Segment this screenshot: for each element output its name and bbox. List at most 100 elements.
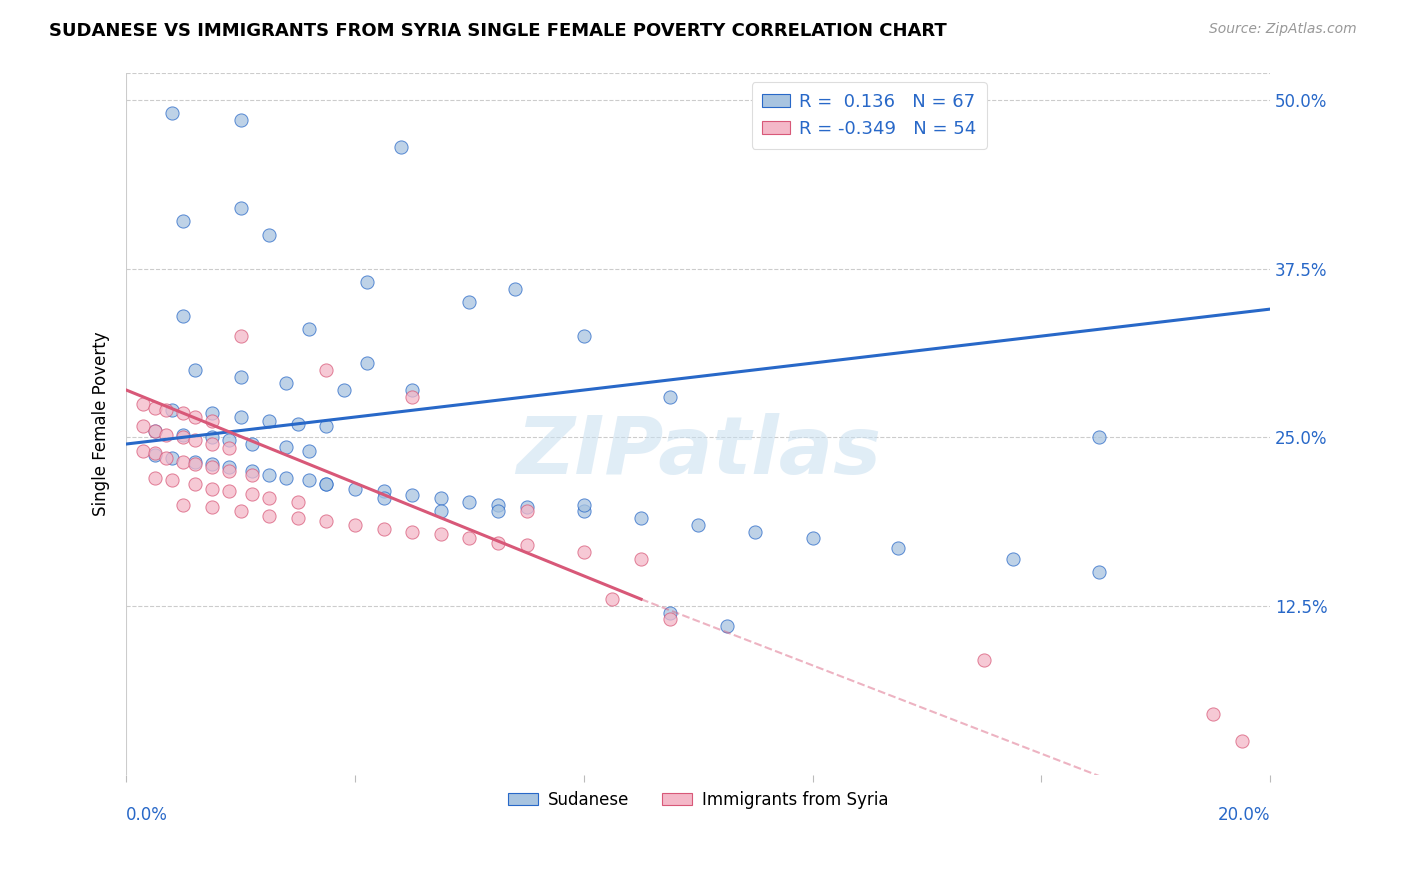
- Point: [218, 464, 240, 478]
- Point: [173, 430, 195, 444]
- Point: [184, 477, 207, 491]
- Text: 0.0%: 0.0%: [127, 806, 169, 824]
- Point: [132, 443, 155, 458]
- Point: [143, 448, 166, 462]
- Point: [201, 430, 224, 444]
- Point: [516, 504, 538, 518]
- Point: [315, 363, 337, 377]
- Point: [602, 592, 624, 607]
- Point: [315, 477, 337, 491]
- Point: [155, 450, 177, 465]
- Point: [229, 201, 252, 215]
- Point: [240, 437, 263, 451]
- Point: [572, 498, 595, 512]
- Point: [201, 414, 224, 428]
- Point: [276, 376, 298, 391]
- Point: [486, 498, 509, 512]
- Point: [1087, 430, 1109, 444]
- Point: [173, 406, 195, 420]
- Legend: Sudanese, Immigrants from Syria: Sudanese, Immigrants from Syria: [501, 784, 896, 815]
- Point: [143, 446, 166, 460]
- Point: [572, 504, 595, 518]
- Point: [160, 106, 183, 120]
- Point: [143, 424, 166, 438]
- Text: 20.0%: 20.0%: [1218, 806, 1270, 824]
- Point: [458, 532, 481, 546]
- Point: [229, 410, 252, 425]
- Point: [503, 282, 526, 296]
- Point: [688, 518, 710, 533]
- Point: [315, 514, 337, 528]
- Point: [332, 383, 354, 397]
- Point: [298, 474, 321, 488]
- Point: [143, 424, 166, 438]
- Point: [240, 468, 263, 483]
- Point: [229, 113, 252, 128]
- Point: [401, 390, 423, 404]
- Point: [630, 511, 652, 525]
- Point: [572, 329, 595, 343]
- Point: [184, 454, 207, 468]
- Point: [1202, 706, 1225, 721]
- Text: SUDANESE VS IMMIGRANTS FROM SYRIA SINGLE FEMALE POVERTY CORRELATION CHART: SUDANESE VS IMMIGRANTS FROM SYRIA SINGLE…: [49, 22, 948, 40]
- Point: [229, 369, 252, 384]
- Point: [516, 538, 538, 552]
- Point: [184, 363, 207, 377]
- Point: [287, 511, 309, 525]
- Point: [430, 527, 453, 541]
- Point: [173, 427, 195, 442]
- Point: [298, 443, 321, 458]
- Point: [344, 482, 367, 496]
- Point: [184, 433, 207, 447]
- Point: [458, 295, 481, 310]
- Point: [173, 214, 195, 228]
- Text: ZIPatlas: ZIPatlas: [516, 413, 880, 491]
- Point: [229, 329, 252, 343]
- Point: [184, 410, 207, 425]
- Point: [155, 427, 177, 442]
- Point: [218, 484, 240, 499]
- Point: [276, 471, 298, 485]
- Point: [716, 619, 738, 633]
- Point: [744, 524, 766, 539]
- Point: [973, 653, 995, 667]
- Point: [1001, 551, 1024, 566]
- Y-axis label: Single Female Poverty: Single Female Poverty: [93, 332, 110, 516]
- Point: [373, 484, 395, 499]
- Point: [430, 491, 453, 505]
- Point: [218, 433, 240, 447]
- Point: [486, 504, 509, 518]
- Point: [373, 491, 395, 505]
- Point: [389, 140, 412, 154]
- Point: [201, 482, 224, 496]
- Point: [218, 459, 240, 474]
- Point: [344, 518, 367, 533]
- Point: [143, 471, 166, 485]
- Point: [173, 454, 195, 468]
- Point: [658, 606, 681, 620]
- Point: [201, 500, 224, 515]
- Point: [658, 390, 681, 404]
- Point: [458, 495, 481, 509]
- Point: [201, 437, 224, 451]
- Point: [184, 457, 207, 471]
- Point: [132, 419, 155, 434]
- Point: [401, 383, 423, 397]
- Point: [155, 403, 177, 417]
- Point: [356, 356, 378, 370]
- Point: [801, 532, 824, 546]
- Point: [143, 401, 166, 415]
- Point: [259, 227, 281, 242]
- Point: [132, 396, 155, 410]
- Point: [630, 551, 652, 566]
- Point: [259, 508, 281, 523]
- Point: [259, 414, 281, 428]
- Point: [201, 459, 224, 474]
- Point: [201, 457, 224, 471]
- Point: [287, 495, 309, 509]
- Point: [430, 504, 453, 518]
- Point: [218, 441, 240, 455]
- Point: [259, 491, 281, 505]
- Point: [356, 275, 378, 289]
- Point: [373, 522, 395, 536]
